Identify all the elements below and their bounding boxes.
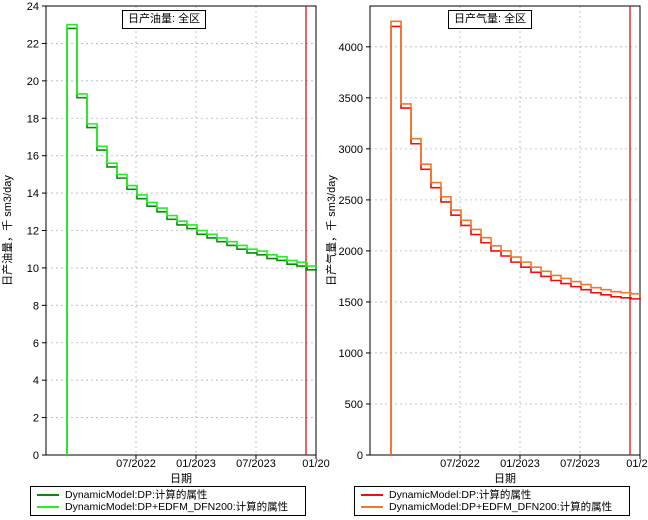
y-tick-label: 2500 — [339, 195, 363, 207]
legend-entry[interactable]: DynamicModel:DP+EDFM_DFN200:计算的属性 — [361, 501, 623, 513]
x-tick-label: 01/20 — [302, 458, 330, 470]
x-tick-label: 07/2023 — [560, 458, 600, 470]
y-tick-label: 0 — [357, 450, 363, 462]
y-tick-label: 4000 — [339, 42, 363, 54]
legend-swatch — [361, 494, 383, 496]
legend-entry[interactable]: DynamicModel:DP:计算的属性 — [37, 489, 299, 501]
series-line-1 — [390, 25, 641, 455]
y-tick-label: 14 — [27, 188, 39, 200]
y-tick-label: 22 — [27, 38, 39, 50]
x-tick-label: 07/2022 — [440, 458, 480, 470]
x-tick-label: 07/2022 — [116, 458, 156, 470]
y-tick-label: 10 — [27, 263, 39, 275]
oil-legend: DynamicModel:DP:计算的属性 DynamicModel:DP+ED… — [30, 486, 306, 516]
y-tick-label: 2 — [33, 413, 39, 425]
x-tick-label: 01/2023 — [176, 458, 216, 470]
x-axis-label: 日期 — [494, 472, 516, 485]
y-axis-label: 日产气量，千 sm3/day — [324, 175, 338, 286]
x-tick-label: 01/20 — [626, 458, 648, 470]
legend-label: DynamicModel:DP:计算的属性 — [389, 489, 532, 501]
y-tick-label: 18 — [27, 113, 39, 125]
x-axis-label: 日期 — [170, 472, 192, 485]
y-tick-label: 16 — [27, 151, 39, 163]
gas-legend: DynamicModel:DP:计算的属性 DynamicModel:DP+ED… — [354, 486, 630, 516]
y-tick-label: 8 — [33, 300, 39, 312]
plot-frame — [45, 5, 317, 456]
legend-label: DynamicModel:DP:计算的属性 — [65, 489, 208, 501]
y-tick-label: 500 — [345, 399, 363, 411]
y-tick-label: 0 — [33, 450, 39, 462]
y-tick-label: 3000 — [339, 144, 363, 156]
y-tick-label: 4 — [33, 375, 39, 387]
y-tick-label: 1000 — [339, 348, 363, 360]
gas-rate-chart: 0 500 1000 1500 2000 2500 3000 3500 4000 07/2022 0… — [324, 5, 648, 485]
series-line-1 — [66, 27, 317, 455]
y-tick-label: 24 — [27, 1, 39, 13]
y-tick-label: 12 — [27, 226, 39, 238]
legend-label: DynamicModel:DP+EDFM_DFN200:计算的属性 — [389, 501, 613, 513]
legend-swatch — [37, 494, 59, 496]
series-line-2 — [390, 20, 641, 455]
legend-swatch — [37, 506, 59, 508]
legend-entry[interactable]: DynamicModel:DP+EDFM_DFN200:计算的属性 — [37, 501, 299, 513]
series-line-2 — [66, 23, 317, 455]
y-tick-label: 2000 — [339, 246, 363, 258]
gas-chart-title: 日产气量: 全区 — [448, 10, 533, 29]
y-tick-label: 1500 — [339, 297, 363, 309]
y-tick-label: 20 — [27, 76, 39, 88]
y-tick-label: 3500 — [339, 93, 363, 105]
y-tick-label: 6 — [33, 338, 39, 350]
x-tick-label: 07/2023 — [236, 458, 276, 470]
legend-swatch — [361, 506, 383, 508]
y-axis-label: 日产油量，千 sm3/day — [0, 175, 14, 286]
legend-entry[interactable]: DynamicModel:DP:计算的属性 — [361, 489, 623, 501]
legend-label: DynamicModel:DP+EDFM_DFN200:计算的属性 — [65, 501, 289, 513]
oil-chart-title: 日产油量: 全区 — [122, 10, 207, 29]
plot-frame — [369, 5, 641, 456]
x-tick-label: 01/2023 — [500, 458, 540, 470]
